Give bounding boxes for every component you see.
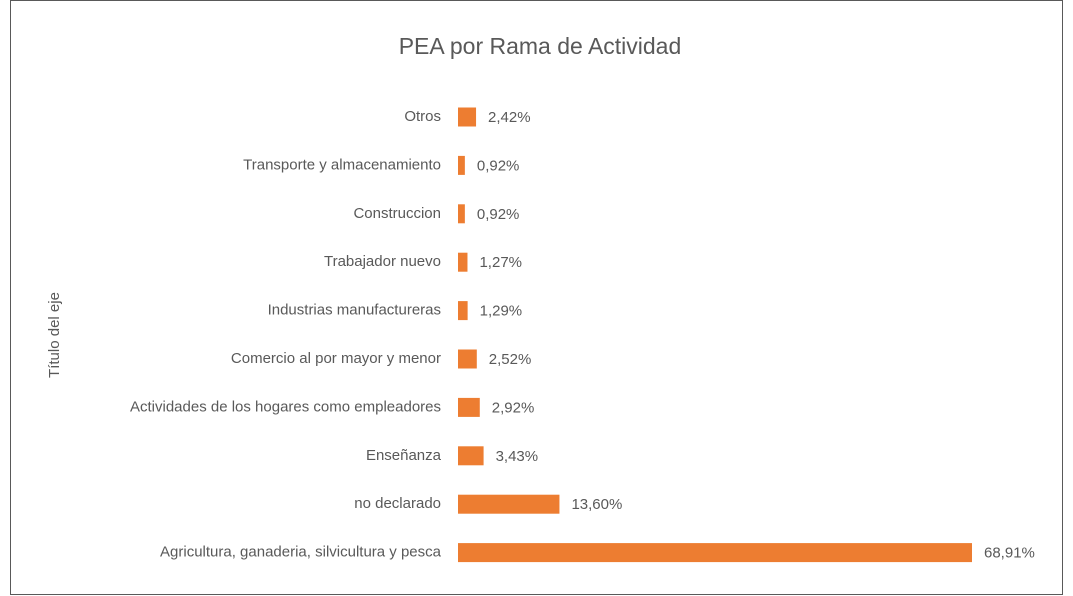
data-label: 1,27% <box>479 254 522 271</box>
data-label: 2,92% <box>492 399 535 416</box>
bar <box>458 397 480 417</box>
data-label: 13,60% <box>571 496 622 513</box>
bar <box>458 446 484 466</box>
category-label: no declarado <box>354 495 441 512</box>
category-label: Actividades de los hogares como empleado… <box>130 398 441 415</box>
category-label: Enseñanza <box>366 447 442 464</box>
category-label: Industrias manufactureras <box>268 302 441 319</box>
bar <box>458 204 465 224</box>
data-label: 0,92% <box>477 157 520 174</box>
bar <box>458 543 972 563</box>
bar <box>458 107 477 127</box>
data-label: 3,43% <box>496 448 539 465</box>
data-label: 1,29% <box>480 303 523 320</box>
bar <box>458 494 560 514</box>
bar <box>458 349 477 369</box>
category-label: Trabajador nuevo <box>324 253 441 270</box>
y-axis-label: Título del eje <box>46 292 63 378</box>
data-label: 2,52% <box>489 351 532 368</box>
bar <box>458 155 465 175</box>
category-label: Comercio al por mayor y menor <box>231 350 441 367</box>
category-label: Agricultura, ganaderia, silvicultura y p… <box>160 544 442 561</box>
bar <box>458 252 468 272</box>
data-label: 68,91% <box>984 545 1035 562</box>
bar <box>458 301 468 321</box>
category-label: Construccion <box>353 205 441 222</box>
category-label: Otros <box>404 108 441 125</box>
data-label: 0,92% <box>477 206 520 223</box>
category-label: Transporte y almacenamiento <box>243 156 441 173</box>
chart-title: PEA por Rama de Actividad <box>399 33 682 59</box>
data-label: 2,42% <box>488 109 531 126</box>
